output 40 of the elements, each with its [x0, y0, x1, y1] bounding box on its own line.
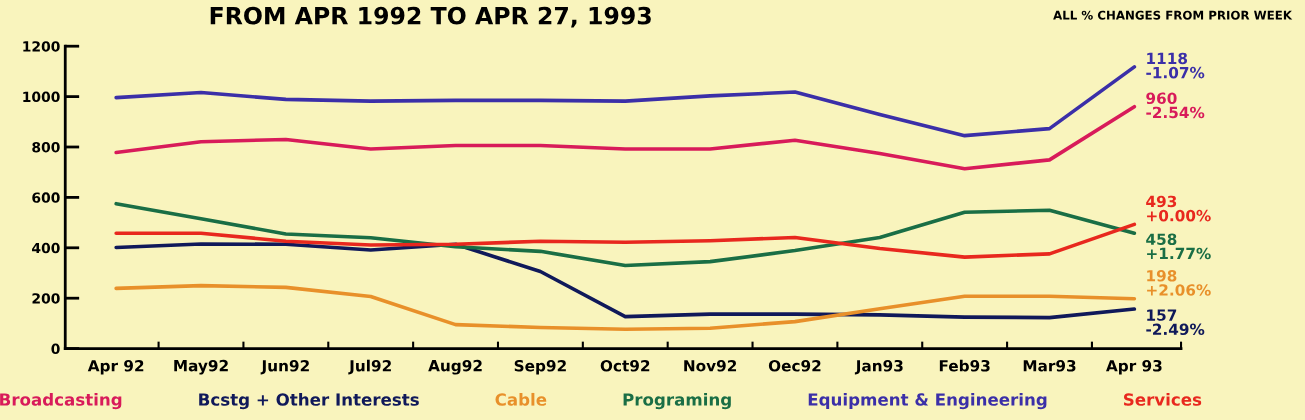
line-series	[114, 222, 1137, 259]
chart-title: FROM APR 1992 TO APR 27, 1993	[210, 6, 651, 28]
x-tick-label: Jul92	[348, 359, 391, 375]
text: Services	[1123, 392, 1202, 406]
x-tick-label: Oec92	[768, 359, 821, 372]
line-series	[114, 65, 1137, 138]
text: Bcstg + Other Interests	[199, 392, 419, 410]
y-tick-label: 600	[32, 192, 60, 203]
text: Equipment & Engineering	[808, 392, 1047, 410]
text: Programing	[623, 392, 731, 410]
y-tick-label: 800	[32, 141, 60, 153]
x-tick-label: Mar93	[1023, 359, 1076, 372]
x-tick-label: Aug92	[428, 359, 482, 375]
line-series	[114, 201, 1137, 268]
x-tick-label: Feb93	[939, 359, 990, 372]
y-tick-label: 200	[32, 293, 60, 304]
data-label: 198 +2.06%	[1147, 269, 1211, 296]
x-tick-label: Jun92	[260, 359, 309, 375]
data-label: 458 +1.77%	[1146, 233, 1211, 260]
y-tick-label: 1000	[23, 91, 60, 103]
x-tick-label: Jan93	[854, 359, 903, 375]
x-tick-label: Nov92	[684, 359, 737, 372]
data-label: 1118 -1.07%	[1146, 52, 1205, 79]
y-tick-label: 0	[51, 343, 60, 355]
text: Cable	[495, 392, 547, 406]
x-tick-label: Sep92	[514, 359, 566, 375]
data-label: 157 -2.49%	[1146, 309, 1205, 336]
line-series	[114, 283, 1137, 332]
line-series	[114, 242, 1137, 320]
y-tick-label: 1200	[23, 41, 60, 52]
x-tick-label: May92	[174, 359, 228, 375]
x-tick-label: Oct92	[600, 359, 650, 372]
line-series	[114, 104, 1137, 171]
y-tick-label: 400	[32, 242, 60, 254]
x-tick-label: Apr 93	[1106, 359, 1162, 375]
data-label: 493 +0.00%	[1146, 195, 1211, 222]
data-label: 960 -2.54%	[1146, 92, 1205, 119]
text: Broadcasting	[0, 392, 122, 410]
x-tick-label: Apr 92	[87, 359, 144, 375]
chart-subtitle: ALL % CHANGES FROM PRIOR WEEK	[1053, 10, 1293, 20]
